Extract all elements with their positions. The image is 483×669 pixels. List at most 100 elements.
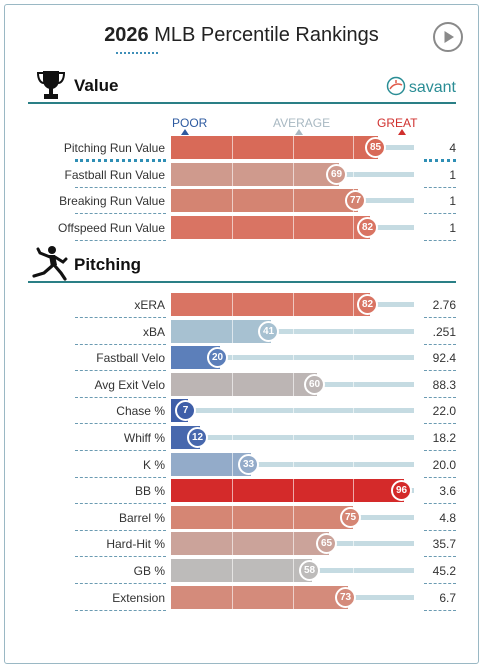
- bar-tick: [232, 505, 233, 529]
- percentile-fill: [171, 372, 317, 396]
- bar-tick: [232, 479, 233, 503]
- bar-tick: [293, 452, 294, 476]
- metric-row[interactable]: GB % 58 45.2: [0, 559, 483, 585]
- percentile-badge: 58: [299, 560, 320, 581]
- metric-label: xBA: [142, 324, 165, 339]
- metric-row[interactable]: Extension 73 6.7: [0, 585, 483, 612]
- value-section-header: Value savant: [28, 68, 456, 104]
- scale-poor-label: POOR: [172, 116, 208, 130]
- percentile-fill: [171, 479, 404, 503]
- row-divider: [424, 239, 456, 241]
- percentile-fill: [171, 505, 353, 529]
- metric-label: Chase %: [116, 404, 165, 419]
- metric-label: BB %: [134, 484, 165, 499]
- bar-tick: [232, 189, 233, 212]
- percentile-badge: 7: [175, 400, 196, 422]
- bar-tick: [293, 585, 294, 609]
- metric-row[interactable]: Pitching Run Value 85 4: [0, 136, 483, 162]
- bar-tick: [353, 559, 354, 582]
- bar-tick: [353, 479, 354, 503]
- percentile-fill: [171, 293, 370, 316]
- metric-row[interactable]: Barrel % 75 4.8: [0, 505, 483, 532]
- percentile-fill: [171, 136, 378, 159]
- bar-tick: [293, 215, 294, 239]
- row-divider: [424, 213, 456, 214]
- metric-label: K %: [142, 457, 165, 472]
- row-divider: [424, 396, 456, 398]
- bar-tick: [353, 452, 354, 476]
- percentile-bar: 33: [171, 452, 414, 476]
- percentile-bar: 73: [171, 585, 414, 609]
- metric-label: Fastball Run Value: [64, 167, 166, 182]
- metric-row[interactable]: K % 33 20.0: [0, 452, 483, 479]
- percentile-track: [171, 328, 414, 334]
- percentile-badge: 65: [316, 533, 337, 555]
- percentile-fill: [171, 215, 370, 239]
- bar-tick: [293, 399, 294, 423]
- bar-tick: [232, 346, 233, 370]
- metric-label: Extension: [112, 590, 165, 605]
- metric-row[interactable]: Fastball Run Value 69 1: [0, 162, 483, 189]
- metric-row[interactable]: xERA 82 2.76: [0, 293, 483, 319]
- metric-value: 20.0: [432, 457, 456, 472]
- bar-tick: [353, 215, 354, 239]
- bar-tick: [293, 479, 294, 503]
- row-divider: [424, 370, 456, 372]
- metric-value: 22.0: [432, 404, 456, 419]
- metric-value: 3.6: [439, 484, 456, 499]
- metric-value: .251: [432, 324, 456, 339]
- pitching-section-header: Pitching: [28, 246, 456, 283]
- row-divider: [424, 609, 456, 611]
- value-section-rule: [28, 102, 456, 104]
- bar-tick: [232, 559, 233, 582]
- row-divider: [424, 343, 456, 345]
- row-divider: [424, 317, 456, 318]
- row-divider: [75, 396, 166, 398]
- metric-label: Pitching Run Value: [63, 141, 165, 155]
- percentile-badge: 82: [357, 216, 378, 238]
- metric-row[interactable]: BB % 96 3.6: [0, 479, 483, 505]
- scale-poor-marker: [181, 129, 189, 135]
- metric-row[interactable]: xBA 41 .251: [0, 319, 483, 346]
- metric-row[interactable]: Breaking Run Value 77 1: [0, 189, 483, 215]
- row-divider: [424, 423, 456, 425]
- percentile-bar: 41: [171, 319, 414, 343]
- percentile-track: [171, 435, 414, 440]
- bar-tick: [293, 189, 294, 212]
- metric-row[interactable]: Chase % 7 22.0: [0, 399, 483, 425]
- metric-row[interactable]: Hard-Hit % 65 35.7: [0, 532, 483, 558]
- metric-row[interactable]: Avg Exit Velo 60 88.3: [0, 372, 483, 399]
- metric-row[interactable]: Whiff % 12 18.2: [0, 426, 483, 452]
- bar-tick: [353, 162, 354, 186]
- bar-tick: [293, 532, 294, 556]
- bar-tick: [353, 426, 354, 449]
- percentile-fill: [171, 162, 339, 186]
- bar-tick: [232, 532, 233, 556]
- metric-value: 35.7: [432, 537, 456, 552]
- percentile-badge: 69: [326, 163, 347, 185]
- bar-tick: [293, 319, 294, 343]
- bar-tick: [293, 293, 294, 316]
- bar-tick: [353, 372, 354, 396]
- row-divider: [424, 529, 456, 531]
- metric-row[interactable]: Fastball Velo 20 92.4: [0, 346, 483, 372]
- percentile-fill: [171, 532, 329, 556]
- row-divider: [75, 239, 166, 241]
- bar-tick: [232, 293, 233, 316]
- metric-row[interactable]: Offspeed Run Value 82 1: [0, 215, 483, 242]
- play-button[interactable]: [433, 22, 463, 52]
- row-divider: [75, 529, 166, 531]
- metric-value: 1: [449, 194, 456, 208]
- metric-label: Fastball Velo: [96, 351, 165, 366]
- percentile-bar: 69: [171, 162, 414, 186]
- row-divider: [424, 503, 456, 505]
- row-divider: [75, 370, 166, 372]
- percentile-badge: 77: [345, 190, 366, 211]
- percentile-fill: [171, 189, 358, 212]
- row-dotted-underline: [75, 159, 166, 162]
- metric-value: 6.7: [439, 590, 456, 605]
- row-divider: [75, 476, 166, 478]
- row-divider: [424, 450, 456, 451]
- bar-tick: [293, 372, 294, 396]
- bar-tick: [293, 559, 294, 582]
